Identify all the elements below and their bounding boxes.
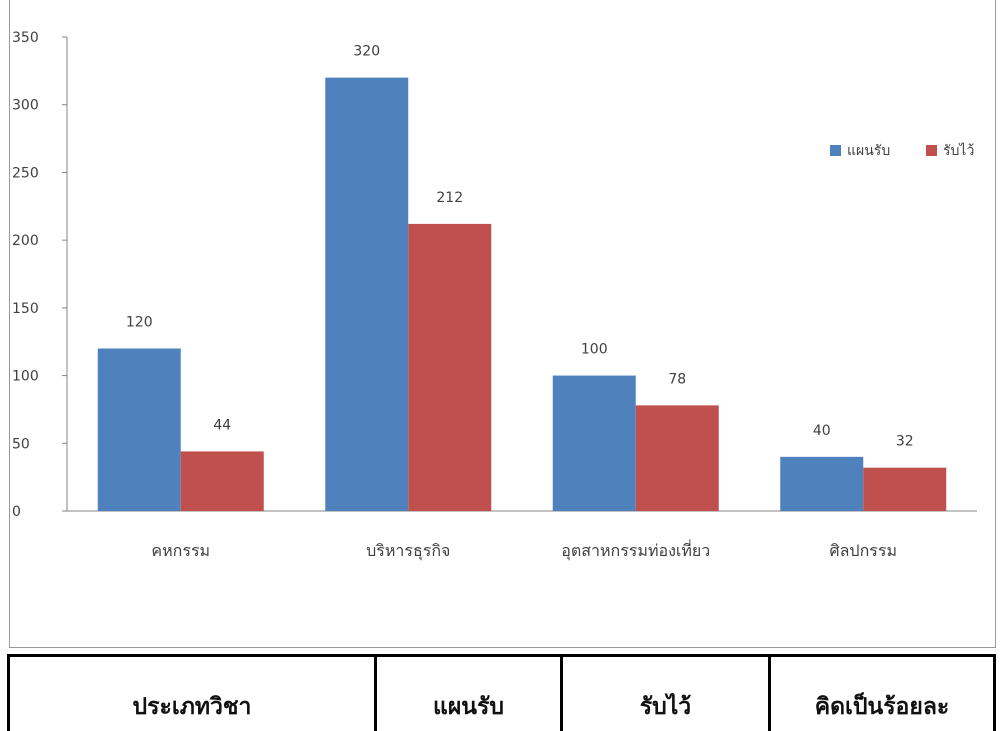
y-tick-label: 200 — [12, 233, 39, 249]
legend-label: แผนรับ — [847, 143, 890, 159]
bar-chart: 0 50 100 150 200 250 300 350 คหกรรม บริหารธุรกิจ… — [12, 30, 977, 561]
header-department: ประเภทวิชา — [7, 654, 377, 731]
header-admitted: รับไว้ — [560, 654, 771, 731]
data-labels: 120 44 320 212 100 78 40 32 — [126, 44, 914, 450]
data-table: ประเภทวิชา แผนรับ รับไว้ คิดเป็นร้อยละ — [7, 654, 996, 731]
y-tick-label: 300 — [12, 98, 39, 114]
table-header-row: ประเภทวิชา แผนรับ รับไว้ คิดเป็นร้อยละ — [7, 654, 996, 731]
data-label: 100 — [581, 342, 608, 358]
bar — [97, 348, 181, 511]
bar — [863, 467, 947, 511]
header-percentage: คิดเป็นร้อยละ — [768, 654, 996, 731]
legend-label: รับไว้ — [943, 142, 974, 159]
bar — [635, 405, 719, 511]
data-label: 32 — [896, 434, 914, 450]
data-label: 78 — [668, 371, 686, 387]
data-label: 120 — [126, 314, 153, 330]
bar — [552, 375, 636, 511]
y-tick-label: 50 — [12, 436, 30, 452]
chart-area: 0 50 100 150 200 250 300 350 คหกรรม บริหารธุรกิจ… — [9, 0, 996, 648]
bar — [325, 77, 409, 511]
data-label: 320 — [353, 44, 380, 60]
bar — [180, 451, 264, 511]
legend: แผนรับ รับไว้ — [830, 142, 974, 159]
x-axis: คหกรรม บริหารธุรกิจ อุตสาหกรรมท่องเที่ยว ศิ… — [67, 510, 977, 561]
data-label: 212 — [436, 190, 463, 206]
y-tick-label: 0 — [12, 504, 21, 520]
x-tick-label: ศิลปกรรม — [829, 541, 897, 560]
legend-swatch — [926, 145, 937, 156]
bar — [408, 223, 492, 512]
x-tick-label: บริหารธุรกิจ — [366, 541, 450, 561]
bar — [780, 456, 864, 511]
bars — [97, 77, 947, 512]
x-tick-label: อุตสาหกรรมท่องเที่ยว — [561, 539, 710, 561]
y-axis: 0 50 100 150 200 250 300 350 — [12, 30, 68, 520]
data-label: 40 — [813, 423, 831, 439]
data-label: 44 — [213, 417, 231, 433]
y-tick-label: 250 — [12, 165, 39, 181]
y-tick-label: 350 — [12, 30, 39, 46]
header-plan: แผนรับ — [374, 654, 563, 731]
y-tick-label: 100 — [12, 369, 39, 385]
y-tick-label: 150 — [12, 301, 39, 317]
x-tick-label: คหกรรม — [151, 541, 210, 560]
legend-swatch — [830, 145, 841, 156]
